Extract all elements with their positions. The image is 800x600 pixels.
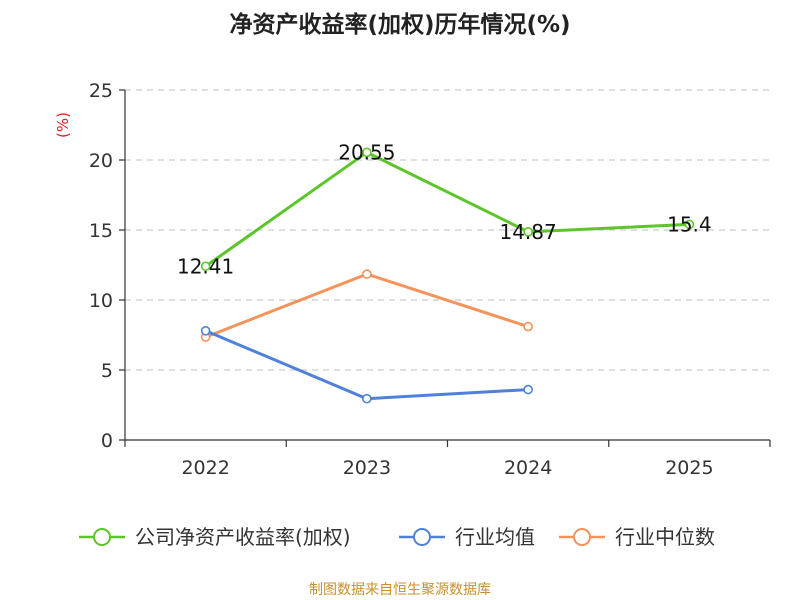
- x-tick-label: 2023: [343, 457, 391, 479]
- data-point[interactable]: [200, 261, 211, 272]
- data-point[interactable]: [684, 219, 695, 230]
- y-tick-label: 5: [101, 360, 113, 382]
- data-point[interactable]: [362, 269, 372, 279]
- legend-label: 行业均值: [455, 525, 535, 549]
- legend-label: 公司净资产收益率(加权): [135, 525, 351, 549]
- series-line: [205, 329, 529, 401]
- data-label: 15.4: [667, 212, 712, 236]
- data-label: 14.87: [499, 220, 556, 244]
- data-label: 20.55: [338, 140, 395, 164]
- data-labels: 12.41 20.55 14.87 15.4: [177, 140, 712, 278]
- x-tick-label: 2022: [181, 457, 229, 479]
- x-tick-label: 2025: [665, 457, 713, 479]
- legend-marker-icon: [93, 528, 111, 546]
- chart-title: 净资产收益率(加权)历年情况(%): [229, 11, 570, 38]
- legend[interactable]: 公司净资产收益率(加权) 行业均值 行业中位数: [79, 525, 715, 549]
- data-point[interactable]: [362, 393, 372, 404]
- legend-marker-icon: [573, 528, 591, 546]
- series-group: [200, 147, 695, 404]
- y-tick-label: 15: [89, 220, 113, 242]
- data-point[interactable]: [200, 325, 211, 336]
- legend-marker-icon: [413, 528, 431, 546]
- legend-item[interactable]: 行业均值: [399, 525, 535, 549]
- x-tick-label: 2024: [504, 457, 552, 479]
- y-axis-unit: (%): [54, 112, 72, 138]
- series-line: [204, 150, 690, 268]
- data-point[interactable]: [523, 227, 533, 237]
- y-tick-label: 10: [89, 290, 113, 312]
- series-line: [205, 272, 529, 339]
- data-point[interactable]: [523, 321, 533, 332]
- legend-item[interactable]: 公司净资产收益率(加权): [79, 525, 351, 549]
- legend-item[interactable]: 行业中位数: [559, 525, 715, 549]
- data-point[interactable]: [362, 147, 372, 158]
- y-tick-label: 0: [101, 430, 113, 452]
- y-tick-label: 20: [89, 150, 113, 172]
- y-tick-label: 25: [89, 80, 113, 102]
- source-note: 制图数据来自恒生聚源数据库: [309, 582, 491, 598]
- data-point[interactable]: [523, 384, 533, 395]
- legend-label: 行业中位数: [615, 525, 715, 549]
- data-label: 12.41: [177, 254, 234, 278]
